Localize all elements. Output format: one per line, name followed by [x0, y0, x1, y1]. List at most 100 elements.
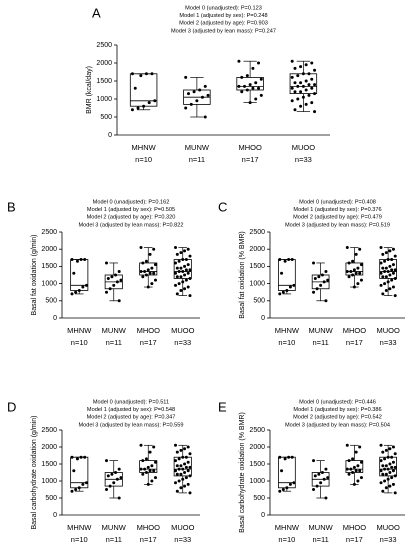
- data-point: [175, 292, 179, 296]
- data-point: [148, 469, 152, 473]
- data-point: [351, 273, 355, 277]
- n-label: n=17: [242, 155, 259, 164]
- data-point: [381, 489, 385, 493]
- y-tick-label: 2500: [249, 229, 265, 236]
- data-point: [177, 467, 181, 471]
- panel-label: D: [7, 399, 16, 414]
- box: [139, 262, 158, 276]
- data-point: [285, 486, 289, 490]
- data-point: [384, 288, 388, 292]
- n-label: n=11: [189, 155, 205, 164]
- data-point: [179, 472, 183, 476]
- data-point: [141, 275, 145, 279]
- x-tick-label: MHOO: [343, 326, 366, 335]
- data-point: [259, 93, 263, 97]
- data-point: [183, 249, 187, 253]
- data-point: [310, 61, 314, 65]
- data-point: [139, 270, 143, 274]
- y-tick-label: 1500: [41, 461, 57, 468]
- data-point: [174, 283, 178, 287]
- data-point: [245, 88, 249, 92]
- data-point: [117, 467, 121, 471]
- data-point: [259, 77, 263, 81]
- y-tick-label: 2000: [249, 444, 265, 451]
- data-point: [119, 278, 123, 282]
- data-point: [183, 287, 187, 291]
- data-point: [251, 86, 255, 90]
- data-point: [278, 258, 282, 262]
- n-label: n=10: [71, 338, 88, 347]
- n-label: n=11: [312, 535, 328, 544]
- x-tick-label: MHOO: [137, 523, 160, 532]
- data-point: [388, 471, 392, 474]
- data-point: [153, 476, 157, 480]
- x-tick-label: MUOO: [376, 326, 399, 335]
- data-point: [114, 471, 118, 474]
- y-tick-label: 500: [45, 298, 57, 305]
- data-point: [290, 75, 294, 79]
- data-point: [186, 285, 190, 289]
- data-point: [301, 95, 305, 99]
- data-point: [203, 84, 207, 88]
- data-point: [175, 464, 179, 468]
- data-point: [384, 266, 388, 270]
- data-point: [299, 104, 303, 108]
- data-point: [390, 278, 394, 282]
- annotation: Model 2 (adjusted by age): P=0.479: [293, 215, 382, 221]
- data-point: [324, 496, 328, 500]
- y-tick-label: 0: [261, 315, 265, 322]
- data-point: [130, 72, 134, 76]
- data-point: [144, 259, 148, 263]
- data-point: [181, 280, 185, 284]
- n-label: n=10: [71, 535, 88, 544]
- data-point: [83, 258, 87, 262]
- data-point: [181, 477, 185, 481]
- data-point: [175, 450, 179, 454]
- annotation: Model 0 (unadjusted): P=0.123: [185, 5, 262, 11]
- data-point: [379, 245, 383, 249]
- data-point: [290, 59, 294, 63]
- data-point: [324, 467, 328, 471]
- data-point: [177, 479, 181, 483]
- data-point: [105, 290, 109, 294]
- data-point: [345, 443, 349, 447]
- data-point: [393, 452, 397, 456]
- data-point: [179, 266, 183, 270]
- data-point: [293, 90, 297, 94]
- x-tick-label: MHOO: [343, 523, 366, 532]
- data-point: [186, 445, 190, 449]
- y-tick-label: 0: [53, 512, 57, 519]
- data-point: [358, 247, 362, 251]
- n-label: n=33: [380, 535, 397, 544]
- data-point: [188, 491, 192, 495]
- data-point: [313, 83, 317, 87]
- data-point: [184, 258, 188, 262]
- y-tick-label: 2500: [41, 427, 57, 434]
- data-point: [313, 276, 317, 280]
- data-point: [354, 469, 358, 473]
- data-point: [388, 287, 392, 291]
- data-point: [106, 474, 110, 478]
- data-point: [142, 104, 146, 108]
- data-point: [184, 476, 188, 480]
- data-point: [390, 476, 394, 480]
- data-point: [177, 457, 181, 461]
- data-point: [293, 81, 297, 85]
- annotation: Model 3 (adjusted by lean mass): P=0.559: [79, 422, 184, 428]
- data-point: [312, 261, 316, 265]
- data-point: [352, 465, 356, 469]
- data-point: [152, 469, 156, 473]
- annotation: Model 3 (adjusted by lean mass): P=0.519: [285, 222, 390, 228]
- data-point: [184, 455, 188, 459]
- data-point: [379, 469, 383, 473]
- data-point: [384, 486, 388, 490]
- data-point: [181, 258, 185, 262]
- data-point: [188, 268, 192, 272]
- data-point: [393, 294, 397, 298]
- annotation: Model 3 (adjusted by lean mass): P=0.822: [79, 222, 184, 228]
- y-tick-label: 500: [100, 114, 112, 121]
- data-point: [384, 251, 388, 255]
- data-point: [315, 484, 319, 488]
- annotation: Model 2 (adjusted by age): P=0.903: [179, 21, 268, 27]
- n-label: n=33: [295, 155, 312, 164]
